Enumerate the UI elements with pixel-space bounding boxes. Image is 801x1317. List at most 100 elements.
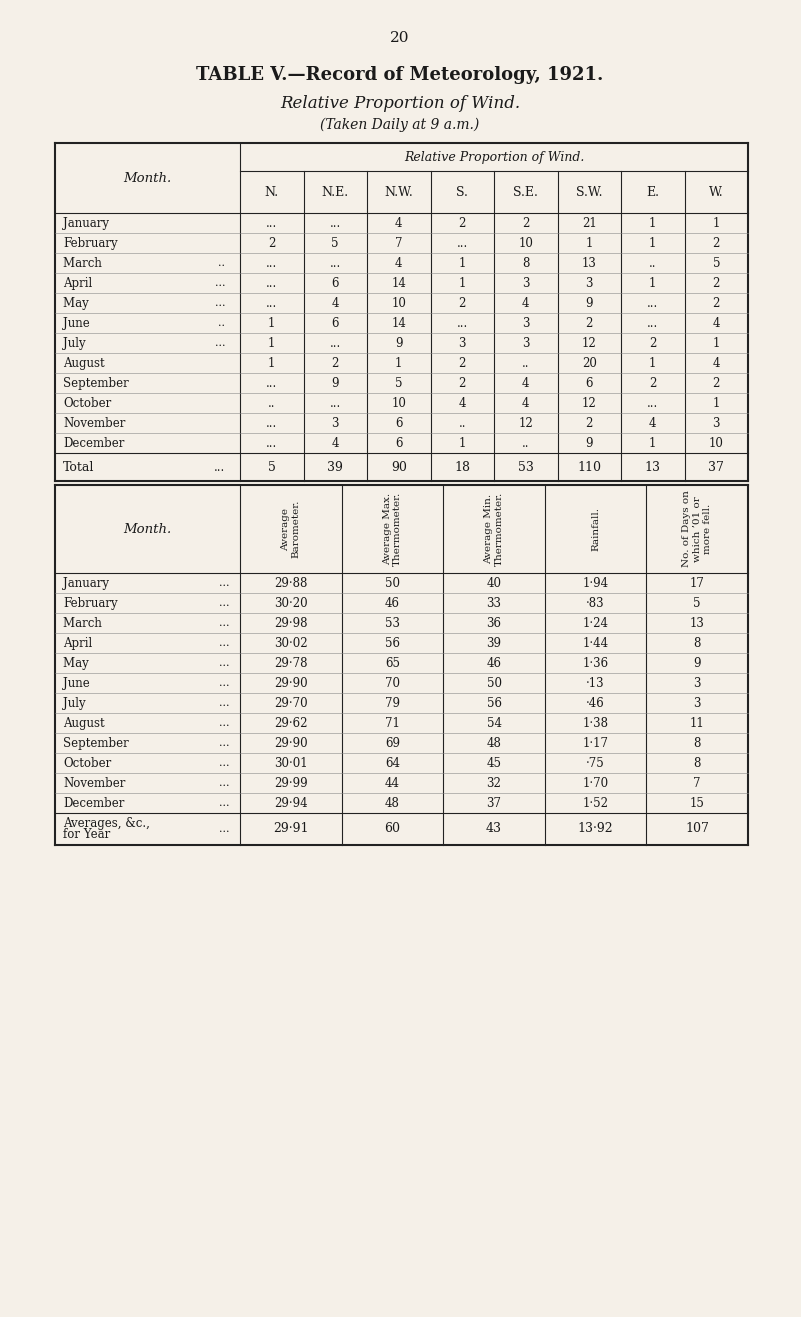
- Text: 1: 1: [586, 237, 593, 249]
- Text: 5: 5: [713, 257, 720, 270]
- Text: ...: ...: [214, 461, 225, 474]
- Text: June: June: [63, 316, 94, 329]
- Text: 5: 5: [395, 377, 402, 390]
- Text: ...: ...: [457, 237, 468, 249]
- Text: November: November: [63, 416, 126, 429]
- Text: 2: 2: [713, 296, 720, 309]
- Text: 17: 17: [690, 577, 705, 590]
- Text: 33: 33: [486, 597, 501, 610]
- Text: E.: E.: [646, 186, 659, 199]
- Text: 2: 2: [713, 277, 720, 290]
- Text: Relative Proportion of Wind.: Relative Proportion of Wind.: [404, 150, 584, 163]
- Text: 29·62: 29·62: [274, 716, 308, 730]
- Text: 46: 46: [486, 656, 501, 669]
- Text: 1: 1: [458, 436, 466, 449]
- Text: ...: ...: [219, 824, 230, 834]
- Text: February: February: [63, 597, 118, 610]
- Text: ..: ..: [522, 436, 529, 449]
- Text: 4: 4: [713, 357, 720, 370]
- Text: 1: 1: [713, 396, 720, 410]
- Text: ·13: ·13: [586, 677, 605, 690]
- Text: January: January: [63, 216, 109, 229]
- Text: 29·90: 29·90: [274, 677, 308, 690]
- Text: 1·70: 1·70: [582, 777, 609, 789]
- Text: 56: 56: [486, 697, 501, 710]
- Text: ..: ..: [522, 357, 529, 370]
- Text: ...: ...: [266, 296, 277, 309]
- Text: 43: 43: [486, 823, 502, 835]
- Text: 40: 40: [486, 577, 501, 590]
- Text: 65: 65: [385, 656, 400, 669]
- Text: 56: 56: [385, 636, 400, 649]
- Text: May: May: [63, 296, 92, 309]
- Text: ...: ...: [219, 578, 230, 587]
- Text: 1·44: 1·44: [582, 636, 609, 649]
- Text: 4: 4: [649, 416, 657, 429]
- Text: 7: 7: [694, 777, 701, 789]
- Text: November: November: [63, 777, 126, 789]
- Text: N.: N.: [264, 186, 279, 199]
- Text: ...: ...: [330, 216, 341, 229]
- Text: ...: ...: [219, 718, 230, 728]
- Text: 6: 6: [586, 377, 593, 390]
- Text: 8: 8: [694, 636, 701, 649]
- Text: 2: 2: [458, 296, 466, 309]
- Text: May: May: [63, 656, 92, 669]
- Text: 2: 2: [586, 316, 593, 329]
- Text: 1: 1: [395, 357, 402, 370]
- Text: 1: 1: [458, 257, 466, 270]
- Text: ...: ...: [219, 598, 230, 608]
- Text: TABLE V.—Record of Meteorology, 1921.: TABLE V.—Record of Meteorology, 1921.: [196, 66, 604, 84]
- Text: ...: ...: [215, 338, 225, 348]
- Text: 30·01: 30·01: [274, 756, 308, 769]
- Text: 1: 1: [458, 277, 466, 290]
- Text: October: October: [63, 756, 111, 769]
- Text: ...: ...: [266, 257, 277, 270]
- Text: 2: 2: [713, 237, 720, 249]
- Text: 29·90: 29·90: [274, 736, 308, 749]
- Text: N.E.: N.E.: [322, 186, 348, 199]
- Text: 29·70: 29·70: [274, 697, 308, 710]
- Text: 110: 110: [578, 461, 602, 474]
- Text: 45: 45: [486, 756, 501, 769]
- Text: 3: 3: [522, 337, 529, 349]
- Text: Rainfall.: Rainfall.: [591, 507, 600, 551]
- Text: ...: ...: [219, 678, 230, 687]
- Text: 30·20: 30·20: [274, 597, 308, 610]
- Text: 6: 6: [332, 316, 339, 329]
- Text: June: June: [63, 677, 94, 690]
- Text: ...: ...: [647, 296, 658, 309]
- Text: September: September: [63, 377, 129, 390]
- Text: ..: ..: [218, 317, 225, 328]
- Text: 9: 9: [332, 377, 339, 390]
- Text: 14: 14: [392, 277, 406, 290]
- Text: 50: 50: [486, 677, 501, 690]
- Text: 3: 3: [586, 277, 593, 290]
- Text: 70: 70: [385, 677, 400, 690]
- Text: 90: 90: [391, 461, 407, 474]
- Text: 14: 14: [392, 316, 406, 329]
- Text: August: August: [63, 357, 105, 370]
- Text: 18: 18: [454, 461, 470, 474]
- Text: March: March: [63, 257, 106, 270]
- Text: December: December: [63, 436, 124, 449]
- Text: 10: 10: [709, 436, 723, 449]
- Text: ...: ...: [219, 618, 230, 628]
- Text: 1: 1: [649, 277, 657, 290]
- Text: ·46: ·46: [586, 697, 605, 710]
- Text: 5: 5: [694, 597, 701, 610]
- Text: 2: 2: [586, 416, 593, 429]
- Text: 39: 39: [486, 636, 501, 649]
- Text: 10: 10: [518, 237, 533, 249]
- Text: ...: ...: [219, 658, 230, 668]
- Text: ...: ...: [215, 278, 225, 288]
- Text: 60: 60: [384, 823, 400, 835]
- Text: Relative Proportion of Wind.: Relative Proportion of Wind.: [280, 95, 520, 112]
- Text: ..: ..: [268, 396, 276, 410]
- Text: 13: 13: [582, 257, 597, 270]
- Text: 4: 4: [395, 257, 402, 270]
- Text: ·83: ·83: [586, 597, 605, 610]
- Text: 50: 50: [385, 577, 400, 590]
- Text: 4: 4: [332, 436, 339, 449]
- Text: 13·92: 13·92: [578, 823, 614, 835]
